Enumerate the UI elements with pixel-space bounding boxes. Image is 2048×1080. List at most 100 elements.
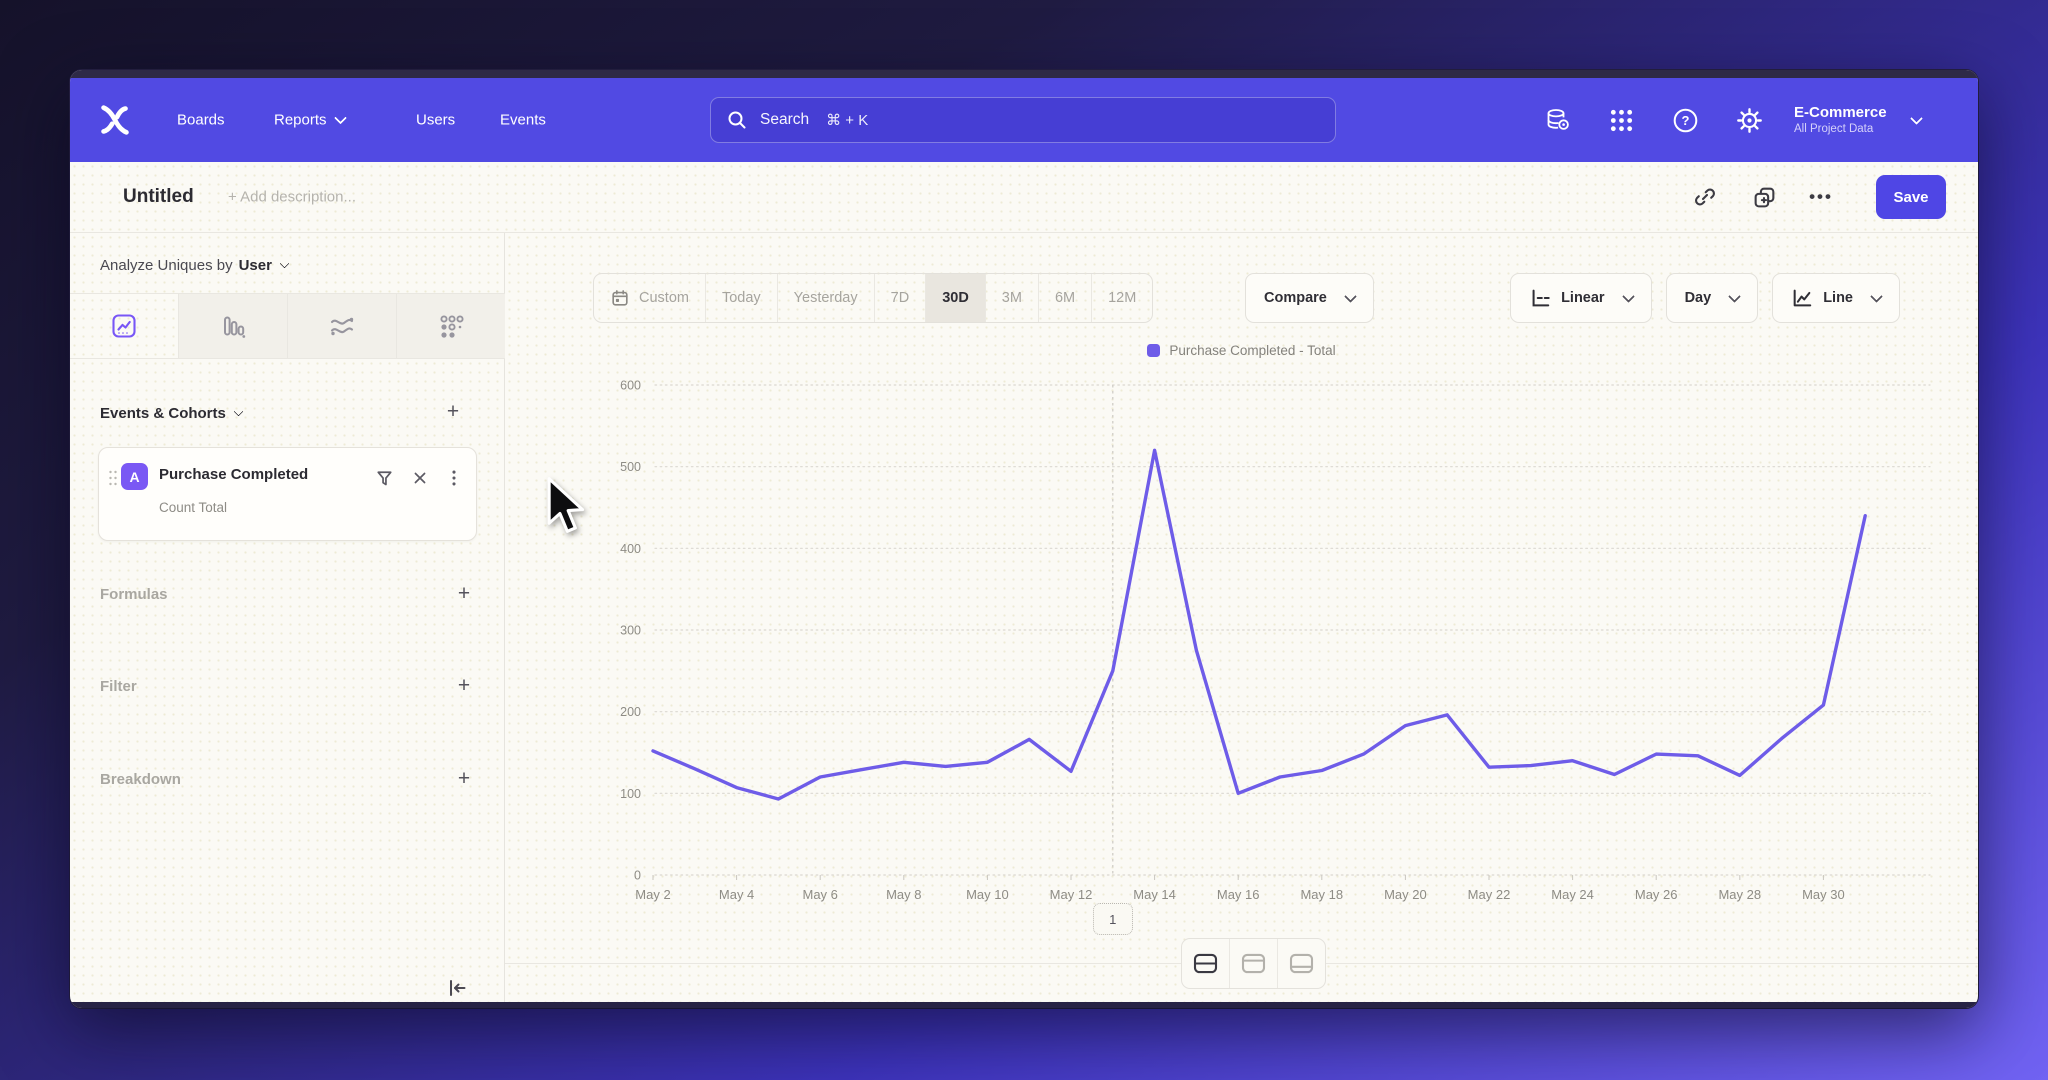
project-selector[interactable]: E-Commerce All Project Data — [1794, 104, 1923, 136]
legend-label: Purchase Completed - Total — [1169, 343, 1336, 358]
drag-handle-icon[interactable] — [107, 469, 119, 487]
tab-funnels[interactable] — [179, 294, 288, 358]
svg-text:?: ? — [1681, 113, 1689, 128]
nav-item-events[interactable]: Events — [500, 111, 546, 129]
event-menu-button[interactable] — [441, 465, 467, 491]
legend-swatch — [1147, 344, 1161, 357]
range-3m[interactable]: 3M — [986, 274, 1039, 322]
nav-item-reports-label: Reports — [274, 111, 327, 129]
svg-text:100: 100 — [620, 787, 641, 801]
tab-flows[interactable] — [288, 294, 397, 358]
nav-item-users[interactable]: Users — [416, 111, 456, 129]
svg-text:May 28: May 28 — [1718, 887, 1761, 902]
analyze-uniques-row: Analyze Uniques by User — [100, 257, 290, 274]
help-icon: ? — [1673, 108, 1697, 132]
nav-item-boards[interactable]: Boards — [177, 111, 225, 129]
svg-text:May 10: May 10 — [966, 887, 1009, 902]
line-chart-icon — [1793, 289, 1812, 307]
nav-item-reports[interactable]: Reports — [274, 111, 347, 129]
content-area: Analyze Uniques by User — [70, 233, 1978, 1002]
add-event-button[interactable]: + — [446, 400, 460, 423]
linear-axis-icon — [1532, 289, 1550, 307]
range-custom[interactable]: Custom — [594, 274, 706, 322]
collapse-sidebar-button[interactable] — [442, 973, 472, 1003]
interval-label: Day — [1684, 290, 1712, 306]
chevron-down-icon — [279, 258, 290, 269]
chart-legend[interactable]: Purchase Completed - Total — [505, 343, 1978, 358]
line-chart[interactable]: 0 100 200 300 400 500 600 May 2 May 4 May 6 May 8 M… — [505, 233, 1978, 963]
range-7d[interactable]: 7D — [875, 274, 927, 322]
analyze-label: Analyze Uniques by — [100, 257, 233, 274]
range-today[interactable]: Today — [706, 274, 778, 322]
svg-text:May 18: May 18 — [1300, 887, 1343, 902]
search-input[interactable]: Search ⌘ + K — [710, 97, 1336, 143]
add-breakdown-button[interactable]: + — [457, 767, 471, 790]
svg-text:May 8: May 8 — [886, 887, 921, 902]
link-icon — [1695, 188, 1715, 206]
range-12m[interactable]: 12M — [1108, 290, 1137, 306]
svg-text:400: 400 — [620, 542, 641, 556]
scale-selector-button[interactable]: Linear — [1510, 273, 1652, 323]
add-filter-button[interactable]: + — [457, 674, 471, 697]
more-options-button[interactable]: ••• — [1804, 180, 1838, 214]
layout-top-icon — [1241, 953, 1266, 974]
line-chart-icon — [112, 314, 136, 338]
svg-text:May 2: May 2 — [635, 887, 670, 902]
svg-text:300: 300 — [620, 624, 641, 638]
layout-top-button[interactable] — [1230, 939, 1278, 988]
more-options-icon: ••• — [1809, 187, 1833, 206]
svg-text:May 30: May 30 — [1802, 887, 1845, 902]
chart-type-button[interactable]: Line — [1772, 273, 1900, 323]
add-description-field[interactable]: + Add description... — [228, 188, 356, 206]
layout-split-icon — [1193, 953, 1218, 974]
compare-button[interactable]: Compare — [1245, 273, 1374, 323]
date-range-selector: Custom Today Yesterday 7D 30D 3M 6M 12M — [593, 273, 1154, 323]
filter-label: Filter — [100, 677, 137, 695]
remove-event-button[interactable] — [407, 465, 433, 491]
page-title[interactable]: Untitled — [123, 186, 194, 207]
apps-grid-button[interactable] — [1606, 105, 1636, 135]
annotation-marker[interactable]: 1 — [1092, 903, 1133, 935]
settings-button[interactable] — [1734, 105, 1764, 135]
help-button[interactable]: ? — [1670, 105, 1700, 135]
data-management-button[interactable] — [1543, 105, 1573, 135]
events-cohorts-header[interactable]: Events & Cohorts — [100, 405, 244, 422]
chevron-down-icon — [233, 406, 244, 417]
filter-section: Filter + — [70, 671, 505, 701]
tab-retention[interactable] — [397, 294, 505, 358]
tab-insights[interactable] — [70, 294, 179, 358]
layout-bottom-button[interactable] — [1278, 939, 1325, 988]
layout-split-button[interactable] — [1182, 939, 1230, 988]
copy-link-button[interactable] — [1688, 180, 1722, 214]
duplicate-button[interactable] — [1747, 180, 1781, 214]
breakdown-label: Breakdown — [100, 770, 181, 788]
save-button[interactable]: Save — [1876, 175, 1946, 219]
range-yesterday[interactable]: Yesterday — [778, 274, 875, 322]
analyze-by-selector[interactable]: User — [239, 257, 290, 274]
event-metric-selector[interactable]: Count Total — [159, 500, 228, 515]
svg-text:0: 0 — [634, 869, 641, 883]
event-name[interactable]: Purchase Completed — [159, 466, 309, 483]
chart-type-label: Line — [1823, 290, 1853, 306]
flow-icon — [330, 317, 354, 336]
range-30d[interactable]: 30D — [926, 274, 986, 322]
event-letter-badge: A — [121, 463, 148, 490]
add-formula-button[interactable]: + — [457, 582, 471, 605]
event-filter-button[interactable] — [371, 465, 397, 491]
svg-text:600: 600 — [620, 379, 641, 393]
apps-grid-icon — [1610, 109, 1632, 131]
drag-dots — [109, 470, 117, 486]
range-custom-label: Custom — [639, 290, 689, 306]
svg-text:May 16: May 16 — [1217, 887, 1260, 902]
retention-dots-icon — [440, 315, 464, 338]
search-placeholder: Search — [760, 111, 810, 128]
svg-text:May 12: May 12 — [1050, 887, 1093, 902]
range-6m[interactable]: 6M — [1039, 274, 1093, 322]
interval-selector-button[interactable]: Day — [1665, 273, 1759, 323]
breakdown-section: Breakdown + — [70, 764, 505, 794]
event-card[interactable]: A Purchase Completed — [98, 447, 477, 541]
svg-text:May 4: May 4 — [719, 887, 754, 902]
project-name: E-Commerce — [1794, 104, 1887, 121]
bar-chart-icon — [224, 316, 246, 338]
mixpanel-logo[interactable] — [94, 99, 136, 141]
